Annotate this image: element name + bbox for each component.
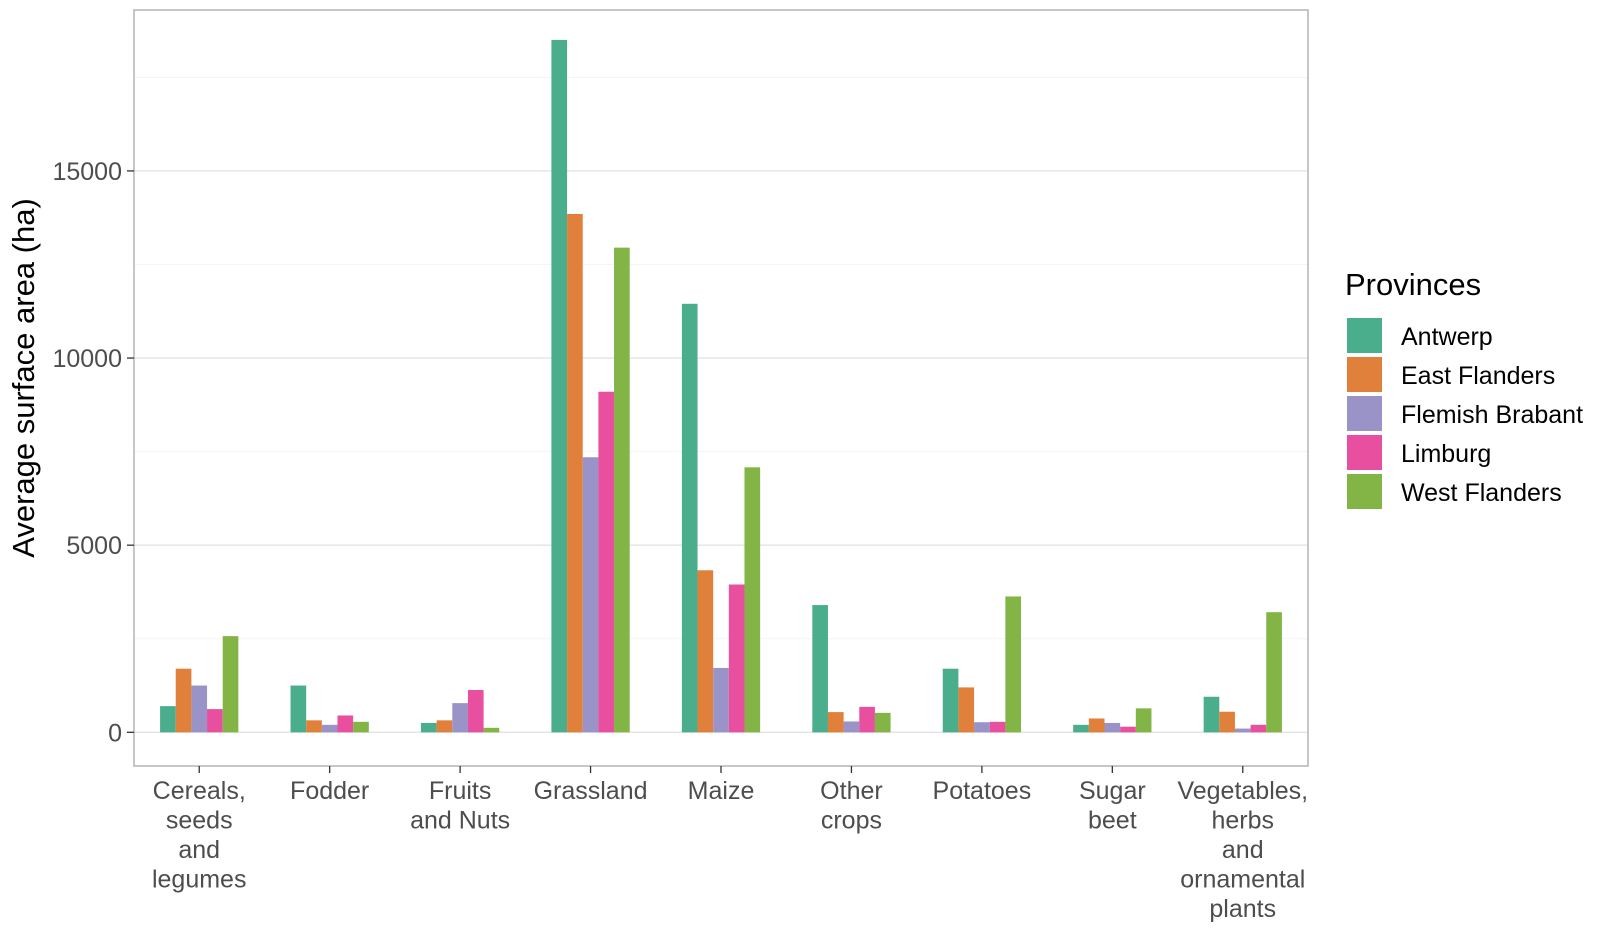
- x-tick-label-line: seeds: [166, 807, 233, 835]
- y-axis-ticks: 0 5000 10000 15000: [52, 158, 134, 747]
- bar: [958, 687, 975, 733]
- bar: [812, 605, 828, 733]
- bar: [420, 722, 437, 733]
- x-tick-label-line: beet: [1088, 807, 1137, 835]
- bar: [1104, 722, 1121, 733]
- x-tick-label: Grassland: [534, 777, 648, 805]
- bar: [697, 570, 714, 733]
- legend-swatch: [1347, 318, 1382, 353]
- legend-swatch: [1347, 396, 1382, 431]
- x-tick-label: Maize: [688, 777, 755, 805]
- bars: [160, 39, 1282, 733]
- bar: [467, 690, 484, 733]
- bar: [713, 667, 729, 733]
- bar: [744, 467, 761, 733]
- x-tick-label: Potatoes: [933, 777, 1032, 805]
- bar: [598, 391, 615, 733]
- legend-swatch: [1347, 474, 1382, 509]
- x-tick-label-line: crops: [821, 807, 882, 835]
- bar: [436, 720, 453, 733]
- bar: [1219, 711, 1235, 733]
- bar: [306, 720, 322, 733]
- x-tick-label-line: Vegetables,: [1177, 777, 1308, 805]
- bar: [353, 721, 369, 733]
- x-tick-label-line: and Nuts: [410, 807, 510, 835]
- bar: [681, 303, 698, 733]
- bar: [290, 685, 307, 733]
- bar: [207, 709, 223, 733]
- x-tick-label-line: Fruits: [429, 777, 492, 805]
- x-tick-label: Fruits and Nuts: [410, 777, 510, 835]
- x-tick-label-line: herbs: [1212, 807, 1275, 835]
- x-tick-label: Other crops: [820, 777, 883, 835]
- bar: [222, 636, 239, 733]
- bar: [1088, 718, 1105, 733]
- y-axis-title: Average surface area (ha): [6, 198, 41, 558]
- plot-panel-border: [133, 9, 1309, 767]
- legend: Provinces Antwerp East Flanders Flemish Br…: [1345, 267, 1583, 509]
- legend-title: Provinces: [1345, 267, 1481, 302]
- bar: [1250, 724, 1267, 733]
- x-tick-label-line: Sugar: [1079, 777, 1146, 805]
- legend-swatch: [1347, 357, 1382, 392]
- legend-swatch: [1347, 435, 1382, 470]
- x-tick-label: Cereals, seeds and legumes: [152, 777, 247, 894]
- bar: [582, 457, 599, 733]
- x-tick-label-line: plants: [1209, 895, 1276, 923]
- bar: [614, 247, 630, 733]
- legend-label: Flemish Brabant: [1401, 401, 1583, 429]
- bar: [483, 727, 500, 733]
- bar: [974, 722, 990, 733]
- legend-label: East Flanders: [1401, 362, 1555, 390]
- bar: [1005, 596, 1022, 733]
- y-tick-label: 15000: [52, 158, 122, 186]
- bar: [321, 724, 338, 733]
- bar: [160, 706, 176, 733]
- x-tick-label-line: legumes: [152, 866, 247, 894]
- bar: [1135, 708, 1152, 733]
- bar: [1203, 696, 1220, 733]
- bar: [1234, 728, 1251, 733]
- bar: [843, 721, 860, 733]
- legend-label: Antwerp: [1401, 323, 1493, 351]
- bar: [728, 584, 745, 733]
- legend-label: West Flanders: [1401, 479, 1562, 507]
- x-tick-label-line: ornamental: [1180, 866, 1305, 894]
- x-tick-label-line: Potatoes: [933, 777, 1032, 805]
- x-tick-label-line: and: [178, 836, 220, 864]
- y-tick-label: 10000: [52, 345, 122, 373]
- x-tick-label-line: Other: [820, 777, 883, 805]
- x-tick-label: Fodder: [290, 777, 369, 805]
- bar: [175, 668, 192, 733]
- x-tick-label-line: Maize: [688, 777, 755, 805]
- bar: [452, 703, 468, 733]
- bar: [827, 712, 844, 733]
- legend-label: Limburg: [1401, 440, 1491, 468]
- bar: [874, 712, 891, 733]
- legend-items: Antwerp East Flanders Flemish Brabant Limbu…: [1347, 318, 1583, 509]
- bar: [859, 706, 875, 733]
- bar: [1120, 726, 1136, 733]
- bar: [551, 39, 568, 733]
- bar: [191, 685, 208, 733]
- bar: [567, 213, 583, 733]
- bar: [942, 668, 959, 733]
- bar: [1266, 612, 1282, 733]
- bar: [337, 715, 354, 733]
- x-tick-label: Vegetables, herbs and ornamental plants: [1177, 777, 1308, 923]
- gridlines: [134, 76, 1308, 733]
- x-tick-label: Sugar beet: [1079, 777, 1146, 835]
- bar: [989, 721, 1006, 733]
- y-tick-label: 5000: [66, 532, 122, 560]
- x-tick-label-line: Fodder: [290, 777, 369, 805]
- x-tick-label-line: and: [1222, 836, 1264, 864]
- x-tick-label-line: Grassland: [534, 777, 648, 805]
- bar: [1073, 724, 1089, 733]
- y-tick-label: 0: [108, 719, 122, 747]
- x-tick-label-line: Cereals,: [153, 777, 246, 805]
